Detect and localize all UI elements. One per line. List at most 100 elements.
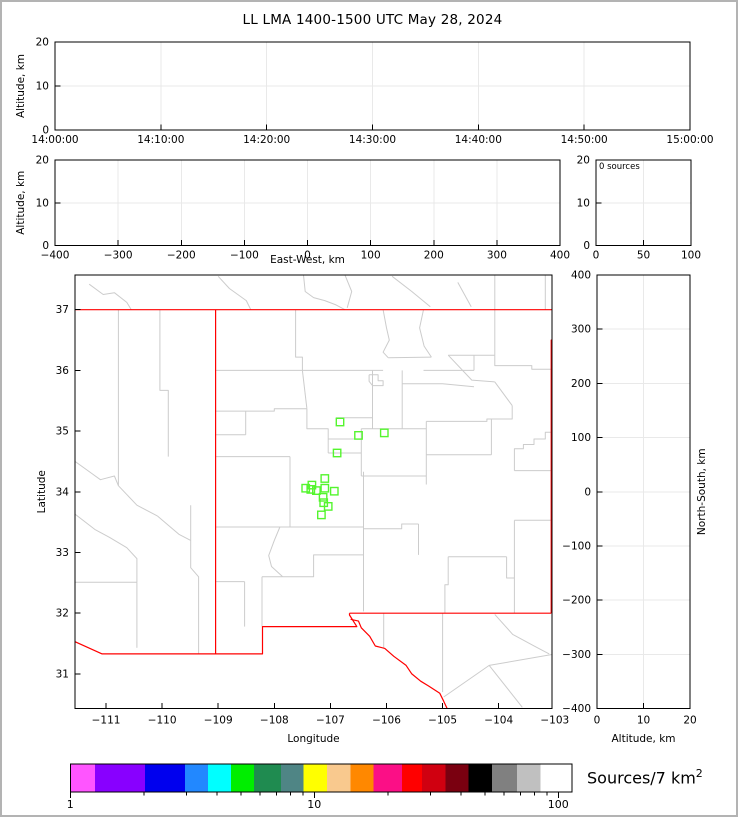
time-tick-label: 14:40:00 — [455, 134, 502, 146]
ew-tick-label: −400 — [41, 250, 70, 262]
ns-tick-label: 200 — [571, 378, 591, 390]
county-border-line — [494, 381, 513, 406]
time-tick-label: 14:30:00 — [349, 134, 396, 146]
colorbar-frame — [69, 763, 573, 793]
county-border-line — [506, 556, 515, 614]
county-border-line — [301, 370, 308, 409]
altitude-tick-label: 10 — [36, 81, 49, 93]
lma-sources-layer — [301, 417, 389, 520]
colorbar-segment — [468, 764, 492, 792]
state-border-line — [550, 339, 552, 614]
longitude-axis-label: Longitude — [287, 733, 339, 745]
county-border-line — [457, 282, 472, 307]
count-tick-label: 0 — [593, 250, 600, 262]
colorbar-segment — [445, 764, 469, 792]
latitude-tick-label: 37 — [56, 304, 69, 316]
county-border-line — [447, 354, 495, 383]
ns-tick-label: −400 — [562, 703, 591, 715]
colorbar-segment — [208, 764, 231, 792]
colorbar-tick-label: 10 — [307, 798, 321, 811]
latitude-axis-label: Latitude — [36, 470, 48, 513]
colorbar-segment — [95, 764, 145, 792]
colorbar-label-text: Sources/7 km — [587, 768, 696, 788]
altitude-tick-label: 0 — [42, 240, 49, 252]
county-border-line — [282, 554, 364, 578]
altitude-tick-label: 10 — [577, 197, 590, 209]
ns-tick-label: 100 — [571, 432, 591, 444]
county-border-line — [488, 665, 523, 708]
altitude-axis-label: Altitude, km — [611, 733, 675, 745]
ew-tick-label: −300 — [104, 250, 133, 262]
colorbar-segment — [303, 764, 327, 792]
state-border-line — [350, 618, 448, 709]
time-tick-label: 14:50:00 — [561, 134, 608, 146]
count-tick-label: 100 — [681, 250, 701, 262]
ns-tick-label: −100 — [562, 540, 591, 552]
altitude-tick-label: 0 — [42, 125, 49, 137]
colorbar-tick-label: 1 — [67, 798, 74, 811]
ew-tick-label: −100 — [230, 250, 259, 262]
county-border-line — [513, 431, 552, 471]
longitude-tick-label: −108 — [260, 715, 289, 727]
map-layers — [75, 275, 552, 709]
county-border-line — [494, 355, 552, 370]
time-tick-label: 14:10:00 — [137, 134, 184, 146]
lma-source-marker — [354, 431, 363, 440]
longitude-tick-label: −105 — [428, 715, 457, 727]
panel-ew-height: −400 −300 −200 −100 0 100 200 300 400 0 10 20 Altitu… — [15, 155, 570, 267]
colorbar-segment — [373, 764, 402, 792]
panel-ns-height: 0 10 20 400 300 200 100 0 −100 −200 −300 −400 Altitu… — [562, 270, 708, 746]
ns-tick-label: 300 — [571, 324, 591, 336]
longitude-tick-label: −104 — [484, 715, 513, 727]
county-border-line — [303, 275, 346, 311]
time-tick-label: 14:20:00 — [243, 134, 290, 146]
colorbar-segment — [492, 764, 517, 792]
axes-frame — [74, 274, 553, 709]
ns-axis-label: North-South, km — [696, 448, 708, 535]
colorbar-segment — [254, 764, 281, 792]
colorbar-segment — [327, 764, 351, 792]
time-tick-label: 15:00:00 — [666, 134, 713, 146]
lma-source-marker — [318, 492, 328, 502]
source-count-annotation: 0 sources — [599, 162, 640, 172]
county-border-line — [494, 614, 550, 655]
latitude-tick-label: 32 — [56, 608, 69, 620]
ew-tick-label: 100 — [361, 250, 381, 262]
longitude-tick-label: −110 — [148, 715, 177, 727]
colorbar-segment — [402, 764, 422, 792]
ns-tick-label: −200 — [562, 595, 591, 607]
county-border-line — [426, 405, 513, 422]
county-border-line — [268, 526, 284, 578]
county-border-line — [402, 383, 475, 388]
colorbar: 1 10 100 — [67, 763, 573, 811]
lma-source-marker — [329, 486, 339, 496]
longitude-tick-label: −111 — [92, 715, 121, 727]
lma-source-marker — [301, 483, 311, 493]
county-border-line — [75, 461, 119, 486]
county-border-line — [157, 515, 191, 541]
county-border-line — [391, 275, 431, 308]
lma-source-marker — [335, 417, 345, 427]
county-border-line — [88, 283, 132, 310]
lma-source-marker — [317, 510, 326, 520]
colorbar-segment — [540, 764, 572, 792]
figure-title: LL LMA 1400-1500 UTC May 28, 2024 — [242, 12, 503, 28]
longitude-tick-label: −103 — [540, 715, 569, 727]
colorbar-segment — [145, 764, 185, 792]
lma-source-marker — [306, 485, 316, 494]
colorbar-segment — [231, 764, 254, 792]
colorbar-segment — [185, 764, 208, 792]
latitude-tick-label: 33 — [56, 547, 69, 559]
ew-tick-label: −200 — [167, 250, 196, 262]
latitude-tick-label: 36 — [56, 365, 70, 377]
county-border-line — [190, 505, 200, 654]
altitude-axis-label: Altitude, km — [15, 54, 27, 118]
county-border-line — [306, 408, 329, 453]
lma-source-marker — [379, 428, 389, 438]
county-border-line — [363, 523, 419, 530]
panel-time-height: 14:00:00 14:10:00 14:20:00 14:30:00 14:40:00… — [15, 37, 714, 147]
ns-tick-label: −300 — [562, 649, 591, 661]
colorbar-segment — [517, 764, 541, 792]
ew-tick-label: 200 — [424, 250, 444, 262]
